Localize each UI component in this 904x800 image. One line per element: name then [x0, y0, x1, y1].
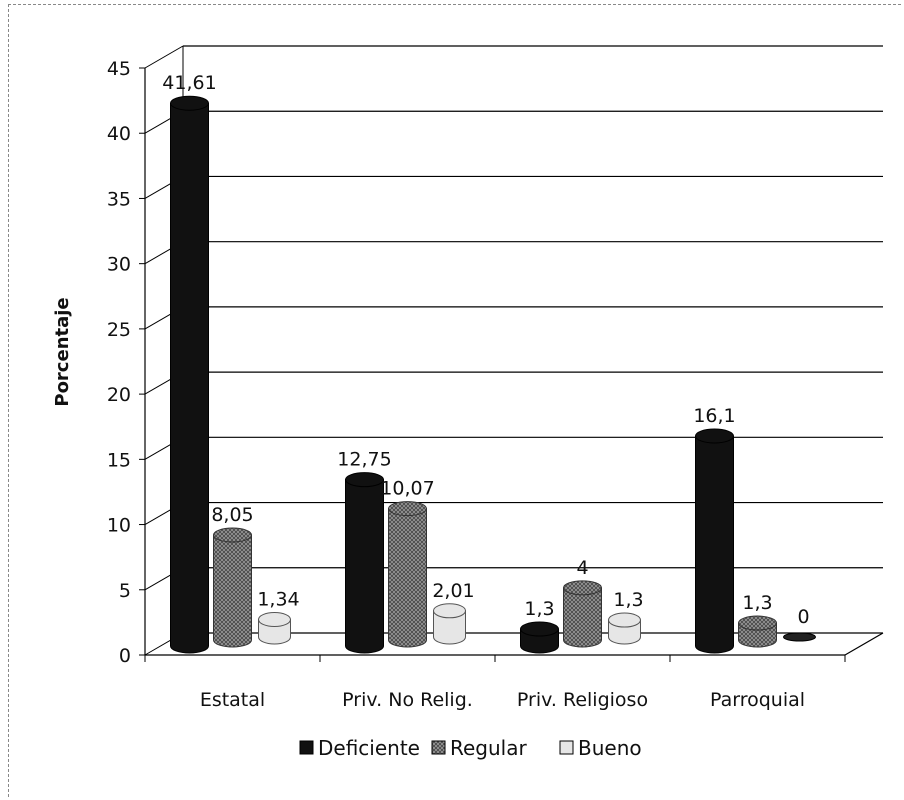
x-category-label-0: Estatal [200, 689, 265, 711]
y-axis-title: Porcentaje [52, 297, 73, 406]
data-label-0-2: 1,3 [524, 598, 554, 620]
bar-body-0-0 [170, 102, 209, 654]
legend-swatch-1 [431, 740, 446, 755]
x-category-label-1: Priv. No Relig. [342, 689, 473, 711]
data-label-0-1: 12,75 [337, 449, 391, 471]
bar-deficiente-0 [170, 95, 209, 654]
bars [170, 95, 816, 654]
grid-lines [144, 45, 883, 656]
bar-top-1-0 [213, 527, 252, 543]
bar-top-2-1 [433, 603, 466, 619]
data-label-0-3: 16,1 [693, 405, 735, 427]
legend: Deficiente Regular Bueno [299, 736, 642, 760]
data-label-1-3: 1,3 [742, 592, 772, 614]
gridline-depth-9 [144, 45, 184, 69]
data-label-2-3: 0 [797, 606, 809, 628]
data-label-2-0: 1,34 [257, 589, 299, 611]
bar-top-0-3 [695, 428, 734, 444]
bar-body-0-1 [345, 479, 384, 654]
bar-top-2-3 [783, 632, 816, 642]
legend-item-deficiente: Deficiente [299, 736, 420, 760]
y-tick-label-8: 40 [107, 123, 131, 145]
x-category-label-2: Priv. Religioso [517, 689, 648, 711]
data-label-0-0: 41,61 [162, 72, 216, 94]
y-tick-label-7: 35 [107, 188, 131, 210]
y-tick-label-3: 15 [107, 449, 131, 471]
y-tick-label-2: 10 [107, 515, 131, 537]
bar-bueno-1 [433, 603, 466, 645]
data-label-1-2: 4 [576, 557, 588, 579]
y-tick-label-1: 5 [119, 580, 131, 602]
bar-top-1-2 [563, 580, 602, 596]
legend-swatch-2 [559, 740, 574, 755]
data-label-2-1: 2,01 [432, 580, 474, 602]
data-label-1-0: 8,05 [211, 504, 253, 526]
legend-label-0: Deficiente [318, 736, 420, 760]
bar-body-0-3 [695, 435, 734, 654]
bar-top-0-1 [345, 472, 384, 488]
legend-label-2: Bueno [578, 736, 642, 760]
data-label-1-1: 10,07 [380, 478, 434, 500]
chart-frame [8, 4, 901, 797]
legend-swatch-0 [299, 740, 314, 755]
bar-top-1-3 [738, 615, 777, 631]
bar-deficiente-2 [520, 621, 559, 654]
bar-body-1-2 [563, 587, 602, 648]
bar-deficiente-3 [695, 428, 734, 654]
bar-top-2-0 [258, 612, 291, 628]
y-tick-label-5: 25 [107, 319, 131, 341]
bar-top-1-1 [388, 501, 427, 517]
bar-deficiente-1 [345, 472, 384, 654]
bar-body-1-0 [213, 534, 252, 648]
bar-top-0-0 [170, 95, 209, 111]
data-label-2-2: 1,3 [613, 589, 643, 611]
floor-right-edge [844, 632, 884, 656]
bar-body-2-1 [433, 610, 466, 645]
y-tick-label-4: 20 [107, 384, 131, 406]
bar-regular-3 [738, 615, 777, 648]
x-category-label-3: Parroquial [710, 689, 805, 711]
bar-top-2-2 [608, 612, 641, 628]
bar-body-1-1 [388, 508, 427, 648]
bar-bueno-2 [608, 612, 641, 645]
legend-label-1: Regular [450, 736, 527, 760]
bar-regular-1 [388, 501, 427, 648]
bar-regular-0 [213, 527, 252, 648]
data-labels: 41,61 12,75 1,3 16,1 8,05 10,07 4 1,3 1,34 2,01 1,… [162, 72, 809, 628]
legend-item-regular: Regular [431, 736, 527, 760]
bar-top-0-2 [520, 621, 559, 637]
y-tick-label-6: 30 [107, 254, 131, 276]
legend-item-bueno: Bueno [559, 736, 642, 760]
y-tick-label-0: 0 [119, 645, 131, 667]
y-tick-label-9: 45 [107, 58, 131, 80]
bar-regular-2 [563, 580, 602, 648]
bar-bueno-0 [258, 612, 291, 645]
bar-bueno-3 [783, 632, 816, 642]
